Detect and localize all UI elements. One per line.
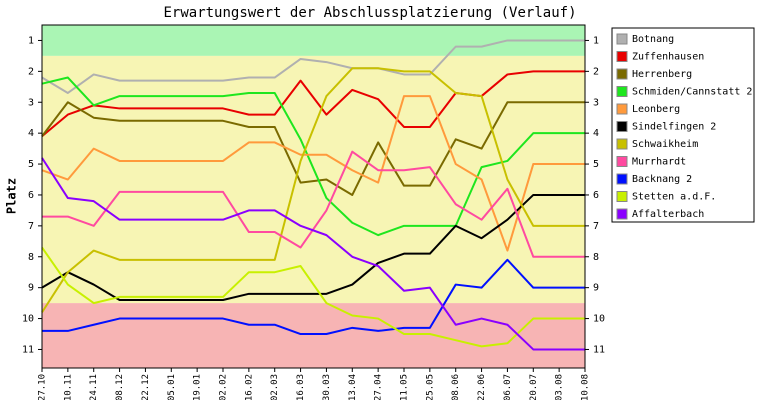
legend-swatch (616, 191, 628, 202)
y2-tick-label: 8 (593, 252, 599, 263)
x-tick-label: 03.08 (555, 374, 565, 400)
legend-swatch (616, 156, 628, 167)
y-tick-label: 11 (22, 344, 34, 355)
y-tick-label: 4 (28, 128, 34, 139)
x-tick-label: 25.05 (425, 374, 435, 400)
legend-label: Zuffenhausen (632, 52, 704, 63)
legend-swatch (616, 51, 628, 62)
legend-swatch (616, 33, 628, 45)
series-line (41, 101, 585, 196)
y2-tick-label: 5 (593, 159, 599, 170)
x-tick-label: 05.01 (167, 374, 177, 400)
legend-swatch (616, 103, 628, 115)
x-tick-label: 19.01 (193, 374, 203, 400)
y-tick-label: 6 (28, 190, 34, 201)
plot-frame (41, 24, 586, 369)
legend-label: Herrenberg (632, 69, 692, 80)
series-line (41, 76, 585, 237)
legend-swatch (616, 86, 628, 97)
legend-swatch (616, 208, 628, 220)
band (42, 303, 585, 368)
x-tick-label: 06.07 (503, 374, 513, 400)
band (42, 25, 585, 56)
series-line (41, 95, 585, 252)
legend-label: Stetten a.d.F. (632, 192, 716, 203)
y2-tick-label: 1 (593, 35, 599, 46)
y-tick-label: 2 (28, 66, 34, 77)
x-tick-label: 13.04 (348, 374, 358, 400)
x-tick-label: 08.06 (451, 374, 461, 400)
x-tick-label: 08.12 (115, 374, 125, 400)
y-tick-label: 3 (28, 97, 34, 108)
series-line (42, 150, 585, 258)
legend-swatch (616, 121, 628, 132)
legend-label: Schwaikheim (632, 139, 698, 150)
legend-swatch (616, 68, 628, 80)
legend-swatch (616, 173, 628, 185)
x-tick-label: 22.06 (477, 374, 487, 400)
x-tick-label: 16.03 (296, 374, 306, 400)
y-axis-label: Platz (5, 178, 19, 214)
y2-tick-label: 6 (593, 190, 599, 201)
series-line (41, 67, 585, 313)
y2-tick-label: 4 (593, 128, 599, 139)
x-tick-label: 27.04 (374, 374, 384, 400)
y-tick-label: 9 (28, 283, 34, 294)
y-tick-label: 1 (28, 35, 34, 46)
x-tick-label: 30.03 (322, 374, 332, 400)
legend-label: Schmiden/Cannstatt 2 (632, 87, 752, 98)
x-tick-label: 02.02 (219, 374, 229, 400)
legend-label: Murrhardt (632, 157, 686, 168)
band (42, 55, 585, 304)
legend-box (611, 27, 755, 223)
y2-tick-label: 11 (593, 344, 605, 355)
x-tick-label: 20.07 (529, 374, 539, 400)
chart-title: Erwartungswert der Abschlussplatzierung … (163, 5, 576, 21)
y-tick-label: 8 (28, 252, 34, 263)
x-tick-label: 27.10 (38, 374, 48, 400)
x-tick-label: 16.02 (244, 374, 254, 400)
x-tick-label: 10.08 (581, 374, 591, 400)
y2-tick-label: 3 (593, 97, 599, 108)
legend-label: Leonberg (632, 104, 680, 115)
y2-tick-label: 9 (593, 283, 599, 294)
series-line (41, 39, 585, 94)
x-tick-label: 11.05 (400, 374, 410, 400)
series-line (41, 193, 585, 302)
y-tick-label: 10 (22, 314, 34, 325)
legend-label: Sindelfingen 2 (632, 122, 716, 133)
x-tick-label: 02.03 (270, 374, 280, 400)
x-tick-label: 22.12 (141, 374, 151, 400)
x-tick-label: 10.11 (63, 374, 73, 400)
series-line (41, 70, 585, 138)
legend-label: Botnang (632, 34, 674, 45)
series-line (41, 157, 585, 351)
series-line (41, 246, 585, 348)
y-tick-label: 7 (28, 221, 34, 232)
legend-swatch (616, 138, 628, 150)
y2-tick-label: 2 (593, 66, 599, 77)
series-line (42, 258, 585, 336)
y-tick-label: 5 (28, 159, 34, 170)
legend-label: Affalterbach (632, 209, 704, 220)
y2-tick-label: 10 (593, 314, 605, 325)
y2-tick-label: 7 (593, 221, 599, 232)
x-tick-label: 24.11 (89, 374, 99, 400)
legend-label: Backnang 2 (632, 174, 692, 185)
